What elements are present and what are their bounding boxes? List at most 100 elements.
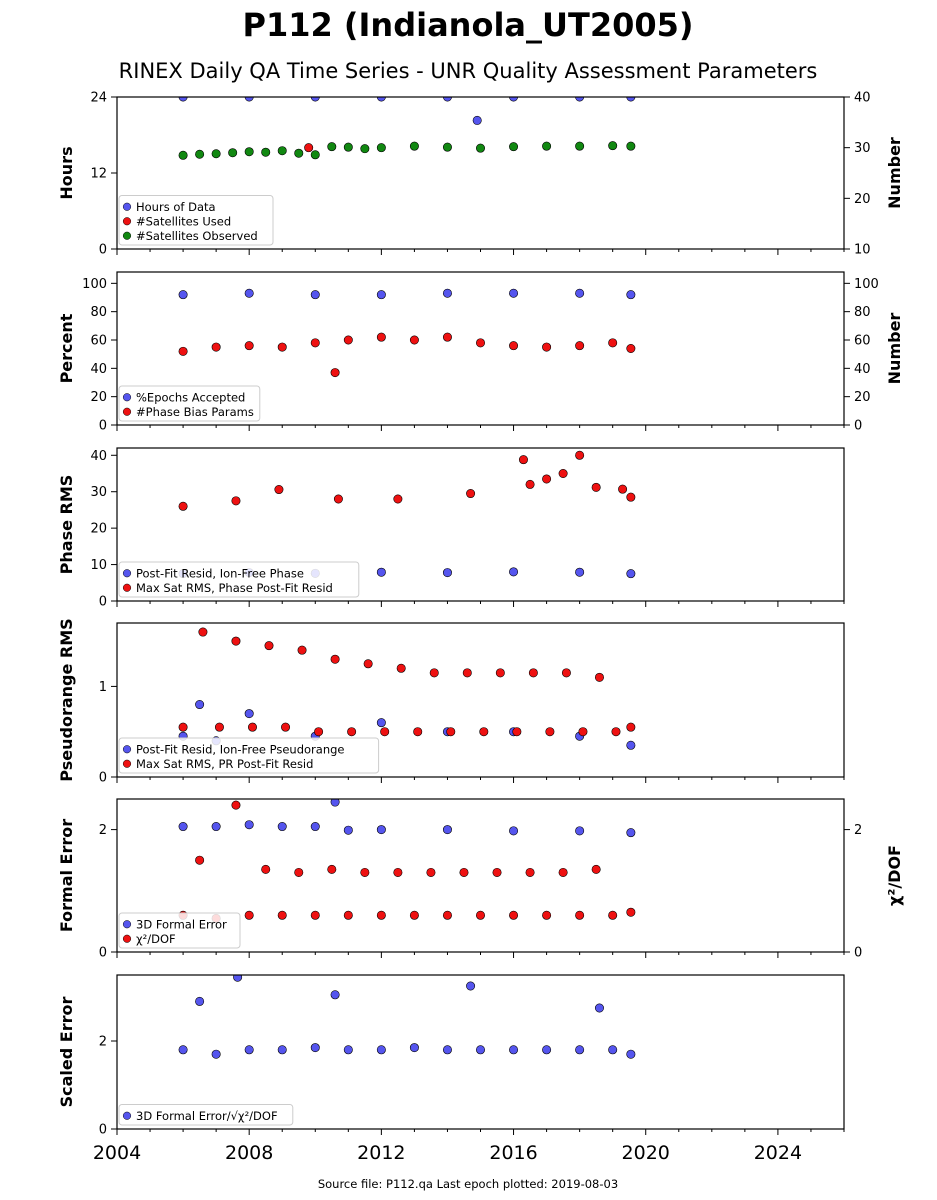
data-points xyxy=(178,450,636,579)
y-right-axis-label: χ²/DOF xyxy=(885,845,904,906)
y-right-tick-label: 80 xyxy=(854,305,871,320)
legend-box xyxy=(118,912,241,949)
data-point xyxy=(261,864,271,874)
legend-marker xyxy=(122,407,132,416)
legend-label: #Phase Bias Params xyxy=(136,405,254,419)
y-tick-label: 0 xyxy=(99,1123,107,1138)
y-right-tick-label: 60 xyxy=(854,334,871,349)
y-axis-label: Phase RMS xyxy=(57,475,76,575)
data-point xyxy=(442,825,452,835)
data-point xyxy=(591,864,601,874)
data-point xyxy=(304,143,314,153)
legend-label: Post-Fit Resid, Ion-Free Pseudorange xyxy=(136,742,344,756)
data-point xyxy=(380,727,390,737)
data-point xyxy=(330,654,340,664)
data-point xyxy=(409,335,419,345)
data-point xyxy=(330,799,340,807)
data-point xyxy=(591,482,601,492)
data-point xyxy=(363,659,373,669)
data-point xyxy=(178,822,188,832)
data-point xyxy=(211,1049,221,1059)
data-point xyxy=(231,496,241,506)
data-point xyxy=(178,150,188,160)
x-tick-label: 2016 xyxy=(489,1142,537,1164)
data-point xyxy=(277,910,287,920)
data-point xyxy=(244,341,254,351)
data-point xyxy=(442,910,452,920)
legend-box xyxy=(118,385,261,422)
legend-label: Hours of Data xyxy=(136,200,216,214)
data-point xyxy=(277,146,287,156)
data-point xyxy=(376,290,386,300)
y-tick-label: 30 xyxy=(90,485,107,500)
data-point xyxy=(558,468,568,478)
data-point xyxy=(178,346,188,356)
y-tick-label: 1 xyxy=(99,680,107,695)
data-point xyxy=(330,368,340,378)
data-point xyxy=(575,910,585,920)
series-2 xyxy=(178,627,636,737)
legend-box xyxy=(118,1104,294,1126)
y-tick-label: 40 xyxy=(90,449,107,464)
data-point xyxy=(231,800,241,810)
x-tick-label: 2012 xyxy=(357,1142,405,1164)
data-point xyxy=(518,455,528,465)
data-point xyxy=(466,981,476,991)
legend-box xyxy=(118,195,274,246)
data-point xyxy=(479,727,489,737)
y-right-tick-label: 10 xyxy=(854,243,871,258)
data-point xyxy=(244,820,254,830)
data-point xyxy=(244,288,254,298)
legend-marker xyxy=(122,569,132,578)
legend-marker xyxy=(122,1111,132,1120)
data-point xyxy=(466,489,476,499)
series-1 xyxy=(178,975,636,1059)
data-points xyxy=(178,288,636,378)
data-point xyxy=(618,484,628,494)
data-point xyxy=(442,288,452,298)
data-point xyxy=(310,338,320,348)
data-point xyxy=(409,910,419,920)
data-point xyxy=(575,288,585,298)
legend-label: 3D Formal Error/√χ²/DOF xyxy=(136,1109,278,1123)
data-point xyxy=(393,494,403,504)
data-points xyxy=(178,799,636,923)
data-point xyxy=(575,450,585,460)
x-tick-label: 2024 xyxy=(754,1142,802,1164)
data-point xyxy=(376,718,386,728)
data-point xyxy=(178,1045,188,1055)
y-right-axis-label: Number xyxy=(885,313,904,385)
data-point xyxy=(509,341,519,351)
data-point xyxy=(393,867,403,877)
data-point xyxy=(310,1043,320,1053)
data-point xyxy=(376,1045,386,1055)
y-tick-label: 0 xyxy=(99,419,107,434)
data-point xyxy=(310,910,320,920)
y-axis-label: Hours xyxy=(57,146,76,199)
data-point xyxy=(247,722,257,732)
data-point xyxy=(294,148,304,158)
y-tick-label: 0 xyxy=(99,771,107,786)
data-point xyxy=(343,335,353,345)
legend-marker xyxy=(122,745,132,754)
legend-marker xyxy=(122,231,132,240)
y-right-tick-label: 100 xyxy=(854,277,879,292)
series-1 xyxy=(178,288,636,300)
data-point xyxy=(195,855,205,865)
data-points xyxy=(178,975,636,1059)
legend-marker xyxy=(122,920,132,929)
y-right-tick-label: 30 xyxy=(854,141,871,156)
data-point xyxy=(376,332,386,342)
series-1 xyxy=(178,799,636,838)
data-point xyxy=(244,147,254,157)
data-point xyxy=(442,568,452,578)
legend-marker xyxy=(122,934,132,943)
legend-marker xyxy=(122,202,132,211)
data-point xyxy=(244,910,254,920)
y-tick-label: 0 xyxy=(99,595,107,610)
legend-label: #Satellites Observed xyxy=(136,229,258,243)
data-point xyxy=(626,290,636,300)
data-point xyxy=(277,822,287,832)
legend-label: 3D Formal Error xyxy=(136,917,227,931)
data-point xyxy=(475,338,485,348)
